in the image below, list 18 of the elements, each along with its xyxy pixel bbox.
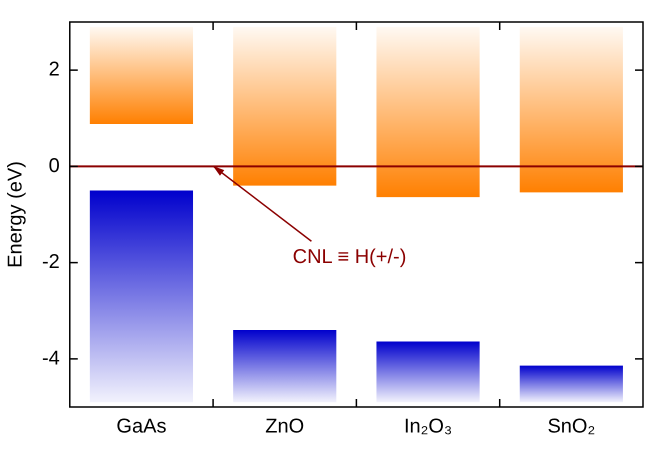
- x-tick-label: SnO₂: [547, 416, 596, 438]
- x-tick-label: ZnO: [265, 416, 304, 438]
- bar: [233, 26, 336, 186]
- bar: [90, 190, 194, 402]
- ref-line-label: CNL ≡ H(+/-): [292, 246, 406, 268]
- bar: [520, 366, 623, 402]
- y-tick-label: -4: [42, 347, 60, 370]
- bar: [90, 26, 194, 124]
- y-tick-label: 0: [48, 154, 60, 177]
- x-tick-label: GaAs: [116, 416, 166, 438]
- x-tick-label: In₂O₃: [404, 416, 452, 438]
- y-tick-label: -2: [42, 251, 60, 274]
- y-tick-label: 2: [48, 58, 60, 81]
- bar: [520, 26, 623, 192]
- bar: [376, 342, 480, 402]
- y-axis-title: Energy (eV): [4, 161, 27, 268]
- bar: [233, 330, 336, 402]
- bar: [376, 26, 480, 198]
